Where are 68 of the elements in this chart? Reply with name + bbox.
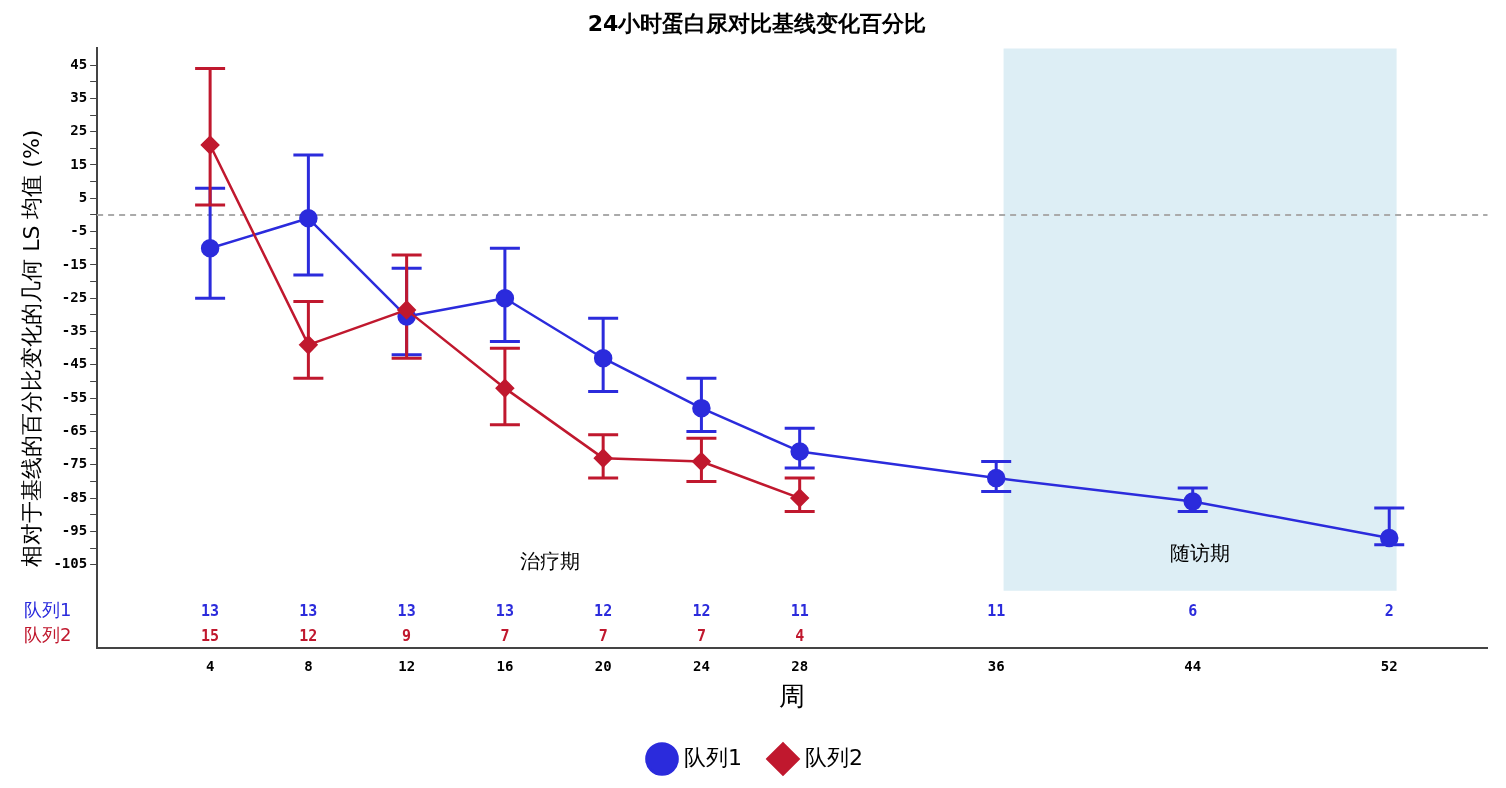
point [593, 448, 613, 468]
point [1183, 492, 1202, 511]
y-tick-label: -15 [61, 255, 88, 272]
point [495, 378, 515, 398]
annotation: 7 [598, 626, 608, 645]
point [986, 468, 1006, 488]
x-tick-label: 52 [1380, 658, 1398, 675]
x-tick-label: 4 [205, 658, 215, 675]
point [790, 442, 809, 461]
annotation: 11 [987, 601, 1006, 620]
point [692, 398, 711, 418]
x-tick-label: 8 [304, 658, 313, 675]
y-tick-label: -55 [61, 388, 88, 405]
x-tick-label: 12 [398, 658, 416, 675]
annotation: 13 [201, 601, 220, 620]
band-label: 随访期 [1170, 540, 1231, 565]
point [299, 335, 318, 355]
x-axis-title: 周 [779, 681, 806, 712]
y-tick-label: -25 [61, 288, 88, 305]
x-tick-label: 16 [496, 658, 514, 675]
legend-label: 队列2 [805, 744, 863, 770]
point [200, 239, 220, 258]
point [495, 288, 515, 308]
point [299, 209, 318, 228]
y-tick-label: 25 [70, 122, 88, 139]
y-tick-label: 5 [78, 188, 88, 205]
annotation: 7 [696, 626, 706, 645]
y-tick-label: -75 [61, 455, 88, 472]
y-axis-title: 相对于基线的百分比变化的几何 LS 均值 (%) [18, 129, 44, 567]
point [692, 452, 711, 471]
annotation: 2 [1384, 601, 1394, 620]
y-tick-label: 35 [70, 89, 88, 106]
y-tick-label: -95 [61, 522, 88, 539]
annotation: 13 [495, 601, 514, 620]
annotation: 12 [299, 626, 318, 645]
point [790, 488, 809, 508]
annotation: 13 [397, 601, 416, 620]
annotation: 治疗期 [520, 548, 581, 573]
x-tick-label: 36 [987, 658, 1005, 675]
point [593, 348, 613, 368]
annotation: 13 [299, 601, 318, 620]
x-tick-label: 24 [692, 658, 710, 675]
point [1379, 528, 1399, 548]
annotation: 12 [594, 601, 613, 620]
text: 队列1 [24, 599, 72, 621]
annotation: 12 [692, 601, 711, 620]
annotation: 4 [795, 626, 805, 645]
y-tick-label: -5 [70, 222, 88, 239]
annotation: 6 [1188, 601, 1198, 620]
annotation: 9 [402, 626, 412, 645]
y-tick-label: -65 [61, 422, 88, 439]
y-tick-label: -85 [61, 488, 88, 505]
y-tick-label: 45 [70, 55, 88, 72]
x-tick-label: 20 [594, 658, 612, 675]
y-tick-label: -35 [61, 322, 88, 339]
point [397, 300, 416, 320]
x-tick-label: 28 [791, 658, 809, 675]
point [200, 135, 220, 155]
annotation: 15 [201, 626, 220, 645]
y-tick-label: -45 [61, 355, 88, 372]
text: 队列2 [24, 624, 72, 646]
y-tick-label: -105 [53, 555, 88, 572]
y-tick-label: 15 [70, 155, 88, 172]
legend-label: 队列1 [684, 744, 742, 770]
annotation: 7 [500, 626, 510, 645]
x-tick-label: 44 [1184, 658, 1202, 675]
annotation: 11 [790, 601, 809, 620]
chart-title: 24小时蛋白尿对比基线变化百分比 [587, 10, 927, 36]
